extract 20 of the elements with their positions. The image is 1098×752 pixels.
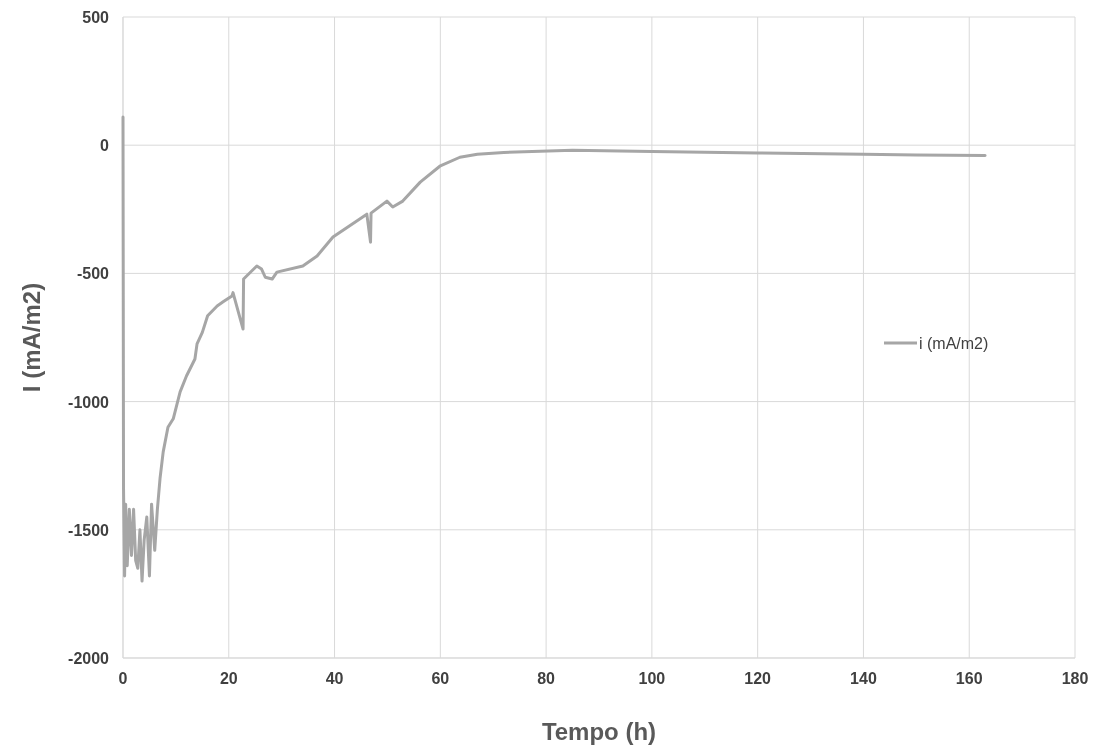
x-tick-label: 140 xyxy=(850,670,877,687)
y-tick-label: -1000 xyxy=(68,393,110,411)
y-tick-label: -500 xyxy=(76,265,110,283)
x-tick-label: 120 xyxy=(744,670,772,687)
x-tick-label: 80 xyxy=(537,670,556,687)
x-tick-label: 60 xyxy=(431,670,450,687)
y-tick-label: 0 xyxy=(100,137,110,155)
x-tick-label: 20 xyxy=(219,670,238,687)
x-tick-label: 180 xyxy=(1061,670,1089,687)
x-tick-label: 160 xyxy=(955,670,983,687)
x-tick-label: 0 xyxy=(118,670,128,687)
y-tick-label: 500 xyxy=(82,9,110,26)
x-tick-label: 100 xyxy=(638,670,666,687)
y-axis-title: I (mA/m2) xyxy=(18,282,45,393)
y-tick-label: -1500 xyxy=(68,521,110,539)
x-axis-title: Tempo (h) xyxy=(541,718,657,745)
legend-label: i (mA/m2) xyxy=(919,335,989,352)
y-tick-label: -2000 xyxy=(68,650,110,667)
line-series xyxy=(121,115,987,583)
x-tick-label: 40 xyxy=(325,670,344,687)
